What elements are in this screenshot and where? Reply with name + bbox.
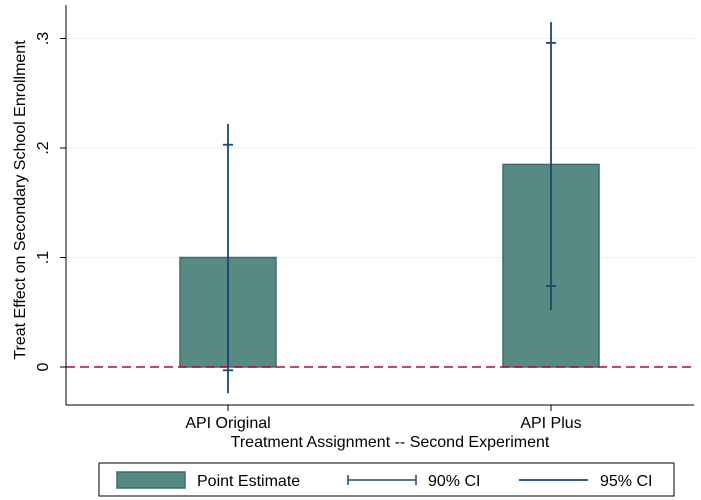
legend-swatch-90-ci (347, 475, 417, 485)
legend-label-95-ci: 95% CI (600, 473, 652, 490)
axes (65, 5, 694, 406)
ytick-label-2: .2 (35, 141, 52, 154)
ytick-label-0: 0 (35, 362, 52, 371)
grid-lines (66, 38, 694, 258)
y-axis-title: Treat Effect on Secondary School Enrollm… (12, 40, 29, 360)
legend: Point Estimate 90% CI 95% CI (98, 462, 675, 497)
ytick-label-3: .3 (35, 32, 52, 45)
x-axis-title: Treatment Assignment -- Second Experimen… (231, 434, 550, 451)
x-ticks: API Original API Plus (185, 405, 582, 432)
legend-label-point-estimate: Point Estimate (197, 473, 300, 490)
y-ticks: 0 .1 .2 .3 (35, 32, 66, 371)
xtick-label-1: API Plus (520, 415, 581, 432)
confidence-intervals (223, 22, 556, 394)
legend-swatch-point-estimate (116, 471, 186, 489)
legend-label-90-ci: 90% CI (428, 473, 480, 490)
xtick-label-0: API Original (185, 415, 270, 432)
bars (179, 163, 600, 368)
ytick-label-1: .1 (35, 251, 52, 264)
